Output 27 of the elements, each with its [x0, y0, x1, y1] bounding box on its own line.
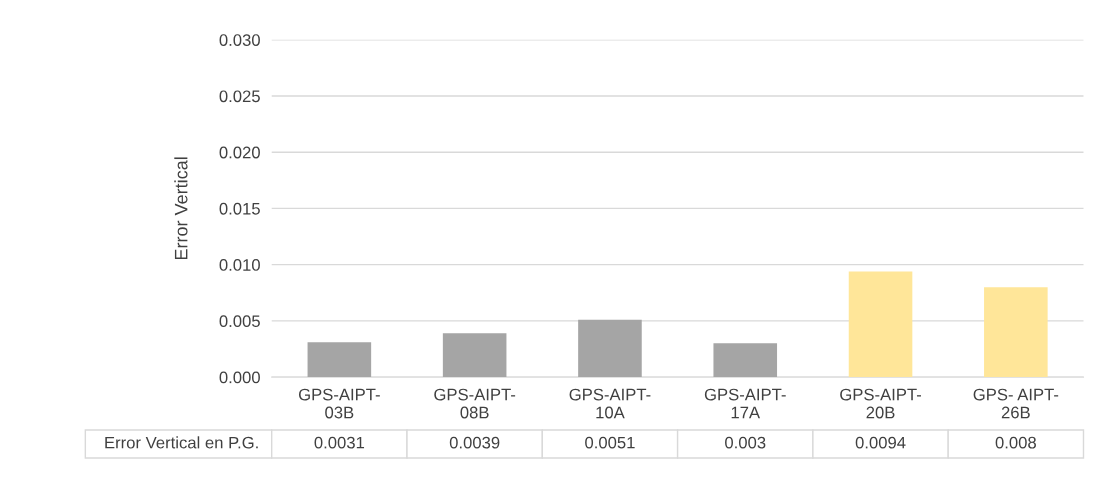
y-tick-label: 0.015	[219, 202, 260, 215]
y-tick-label: 0.030	[219, 34, 260, 46]
data-label: 0.0031	[314, 436, 365, 449]
data-label: 0.0039	[449, 436, 500, 449]
bar	[713, 343, 778, 378]
x-tick-label: GPS-AIPT- 08B	[434, 388, 516, 419]
y-tick-label: 0.025	[219, 90, 260, 103]
data-label: 0.008	[995, 436, 1036, 449]
text: Error Vertical en P.G.	[105, 436, 258, 449]
y-tick-label: 0.010	[219, 259, 260, 271]
x-tick-label: GPS-AIPT- 20B	[840, 388, 922, 419]
x-tick-label: GPS-AIPT- 17A	[704, 388, 786, 419]
y-tick-label: 0.005	[219, 315, 260, 328]
bar	[578, 319, 642, 378]
x-tick-label: GPS-AIPT- 03B	[298, 388, 380, 419]
data-label: 0.0094	[855, 436, 906, 449]
bar	[984, 287, 1048, 378]
x-tick-label: GPS- AIPT- 26B	[973, 388, 1059, 419]
y-tick-label: 0.000	[219, 371, 260, 384]
bar	[848, 271, 913, 378]
x-tick-label: GPS-AIPT- 10A	[569, 388, 651, 419]
data-label: 0.003	[725, 436, 766, 449]
y-axis-title: Error Vertical	[174, 157, 188, 260]
data-label: 0.0051	[585, 436, 635, 449]
y-tick-label: 0.020	[219, 146, 260, 159]
bar	[442, 333, 507, 378]
bar	[307, 342, 372, 378]
